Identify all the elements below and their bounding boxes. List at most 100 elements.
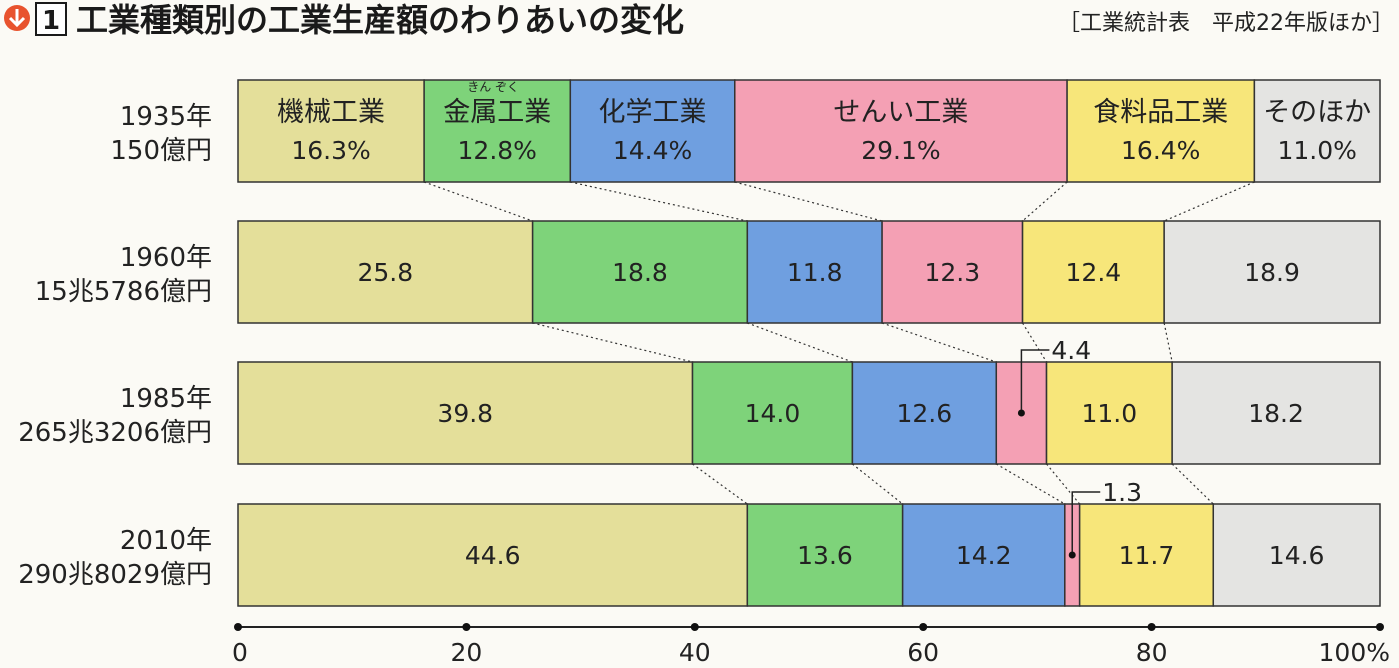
bar-segment (691, 361, 854, 465)
x-tick-mark (1376, 623, 1384, 631)
down-arrow-glyph (8, 9, 26, 28)
data-label: 14.0 (745, 399, 801, 428)
series-name-label: 化学工業 (599, 97, 707, 128)
callout-dot (1068, 551, 1076, 559)
data-label: 16.3% (291, 136, 370, 165)
callouts: 4.4 1.3 (1017, 336, 1142, 559)
data-label: 11.7 (1119, 541, 1175, 570)
connector-line (1046, 463, 1081, 505)
x-tick-mark (1147, 623, 1156, 631)
figure-number-box (35, 2, 67, 36)
data-label: 12.8% (458, 136, 537, 165)
connector-line (570, 181, 748, 222)
connector-line (881, 322, 997, 363)
data-label: 12.6 (897, 399, 953, 428)
connector-line (1171, 463, 1214, 505)
connector-line (1163, 181, 1255, 222)
series-name-label: せんい工業 (833, 97, 968, 128)
callout-leader (1020, 349, 1050, 410)
data-label: 44.6 (465, 541, 521, 570)
category-year-label: 1935年 (120, 102, 212, 132)
connector-line (1022, 322, 1048, 363)
series-name-label: 機械工業 (277, 97, 385, 128)
bar-segment (1078, 503, 1215, 607)
x-tick-mark (234, 623, 242, 631)
x-tick-label: 100% (1319, 638, 1390, 667)
x-tick-label: 40 (679, 638, 711, 667)
callout-label: 4.4 (1051, 336, 1091, 365)
bar-segment (569, 79, 736, 183)
x-tick-label: 60 (907, 638, 939, 667)
connector-line (734, 181, 883, 222)
bar-segment (237, 361, 694, 465)
bar-segment (851, 361, 998, 465)
bar-segment (746, 503, 904, 607)
connector-line (532, 322, 693, 363)
data-label: 11.8 (787, 258, 843, 287)
connector-line (747, 322, 853, 363)
bar-segment (237, 79, 425, 183)
data-label: 39.8 (437, 399, 493, 428)
x-tick-label: 0 (232, 638, 248, 667)
data-label: 18.8 (612, 258, 668, 287)
bar-segment (1212, 503, 1381, 607)
category-year-label: 1985年 (120, 384, 212, 414)
bars: 1935年 150億円 機械工業 16.3% 金属工業 きん ぞく 12.8% 化学工業 14.… (18, 79, 1381, 607)
data-label: 11.0 (1082, 399, 1138, 428)
category-total-label: 15兆5786億円 (35, 277, 212, 307)
data-label: 14.4% (613, 136, 692, 165)
callout-leader (1071, 491, 1101, 552)
connector-line (423, 181, 533, 222)
data-label: 11.0% (1277, 136, 1356, 165)
series-name-label: 食料品工業 (1093, 97, 1228, 128)
data-label: 29.1% (861, 136, 940, 165)
data-label: 25.8 (357, 258, 413, 287)
data-label: 12.4 (1066, 258, 1122, 287)
header: 1 工業種類別の工業生産額のわりあいの変化 ［工業統計表 平成22年版ほか］ (4, 1, 1394, 39)
bar-segment (1021, 220, 1165, 324)
callout-label: 1.3 (1102, 478, 1142, 507)
bar-segment (734, 79, 1068, 183)
bar-segment (237, 503, 749, 607)
bar-segment (1163, 220, 1381, 324)
category-year-label: 1960年 (120, 243, 212, 273)
bar-segment (1171, 361, 1381, 465)
source-note: ［工業統計表 平成22年版ほか］ (1058, 11, 1394, 36)
x-tick-mark (462, 623, 471, 631)
data-label: 16.4% (1121, 136, 1200, 165)
x-tick-label: 20 (450, 638, 482, 667)
bar-segment (237, 220, 534, 324)
connector-line (995, 463, 1066, 505)
series-ruby-label: きん ぞく (467, 80, 519, 94)
chart-title: 工業種類別の工業生産額のわりあいの変化 (76, 1, 684, 39)
category-total-label: 150億円 (110, 136, 212, 166)
connector-line (852, 463, 904, 505)
x-axis: 0 20 40 60 80 100% (232, 623, 1390, 667)
connector-line (1022, 181, 1068, 222)
x-tick-mark (919, 623, 928, 631)
connector-lines (423, 181, 1255, 505)
bar-segment (1066, 79, 1256, 183)
bar-segment (531, 220, 749, 324)
data-label: 18.2 (1248, 399, 1304, 428)
figure-number: 1 (42, 6, 60, 36)
series-name-label: 金属工業 (443, 97, 551, 128)
series-name-label: そのほか (1263, 97, 1371, 128)
category-total-label: 265兆3206億円 (18, 418, 212, 448)
bar-segment (1253, 79, 1381, 183)
connector-line (1163, 322, 1173, 363)
bar-segment (881, 220, 1024, 324)
x-tick-mark (690, 623, 699, 631)
x-tick-label: 80 (1136, 638, 1168, 667)
category-year-label: 2010年 (120, 526, 212, 556)
data-label: 14.6 (1269, 541, 1325, 570)
bar-segment (1045, 361, 1173, 465)
data-label: 18.9 (1244, 258, 1300, 287)
bar-segment (746, 220, 883, 324)
connector-line (692, 463, 748, 505)
category-total-label: 290兆8029億円 (18, 560, 212, 590)
bar-segment (901, 503, 1066, 607)
data-label: 13.6 (797, 541, 853, 570)
callout-dot (1017, 409, 1025, 417)
